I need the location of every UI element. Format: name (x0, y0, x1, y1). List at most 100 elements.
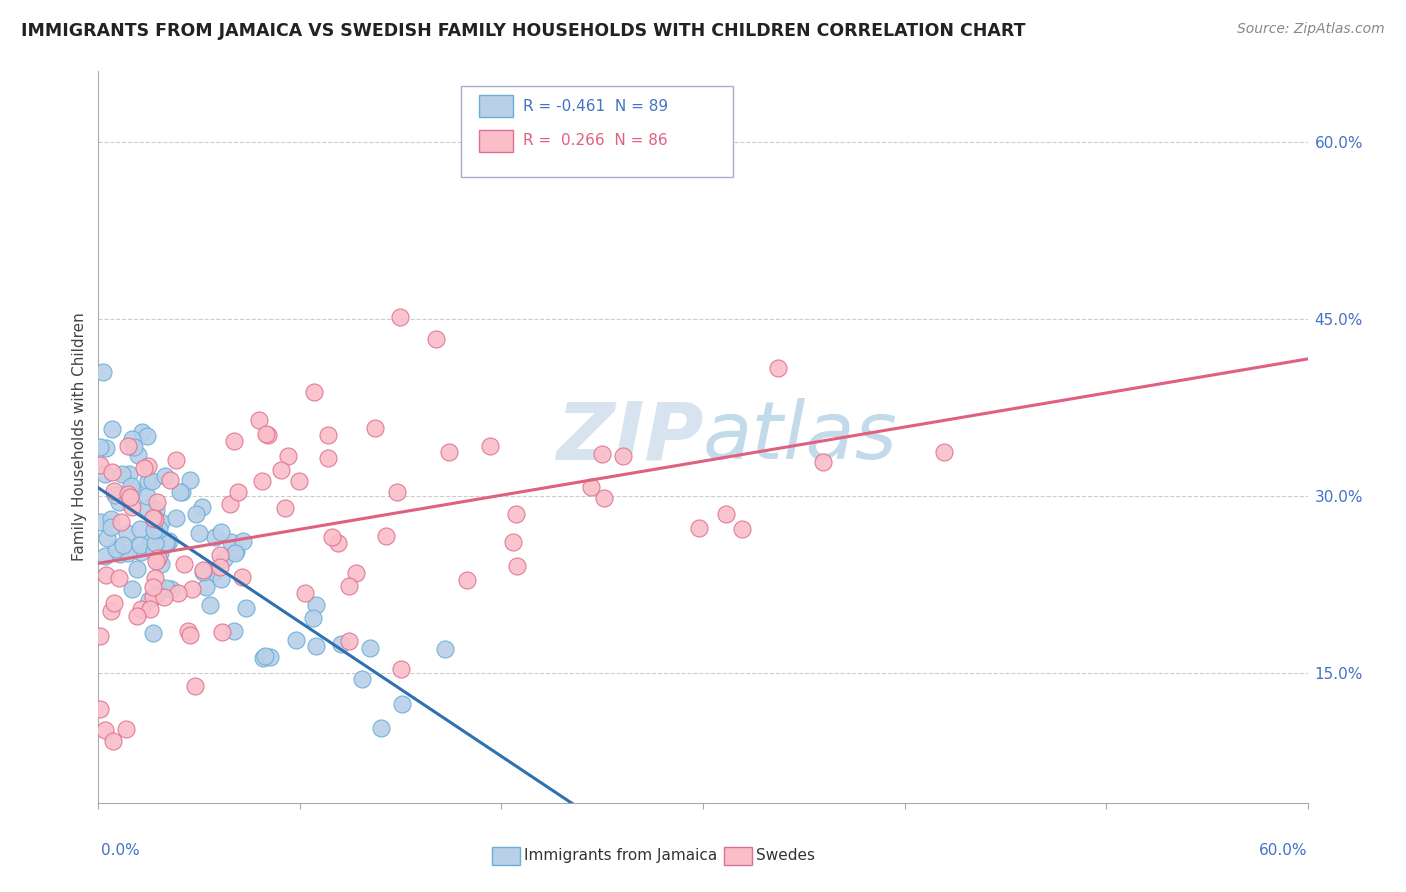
Point (391, 662, 413, 676)
Point (143, 536, 166, 550)
Point (254, 648, 277, 663)
Point (143, 544, 166, 558)
Text: 60.0%: 60.0% (1260, 843, 1308, 858)
Point (101, 465, 124, 479)
Point (191, 565, 214, 579)
Point (316, 451, 339, 466)
Point (115, 722, 138, 736)
Text: Swedes: Swedes (756, 848, 815, 863)
Point (139, 601, 162, 615)
Point (191, 564, 214, 578)
Point (364, 421, 387, 435)
Point (129, 545, 152, 559)
Text: R = -0.461  N = 89: R = -0.461 N = 89 (523, 99, 668, 114)
Point (155, 535, 177, 549)
Point (138, 593, 160, 607)
Point (110, 516, 132, 530)
Point (165, 452, 187, 467)
Point (132, 461, 155, 475)
Point (142, 625, 165, 640)
Point (209, 572, 232, 586)
Point (159, 473, 181, 487)
Point (219, 497, 242, 511)
Point (143, 524, 166, 538)
Point (117, 546, 139, 560)
Point (93, 549, 115, 564)
Point (127, 609, 149, 624)
Point (149, 546, 172, 560)
Point (103, 596, 125, 610)
Point (129, 601, 152, 615)
Point (159, 582, 181, 597)
Point (190, 500, 212, 514)
Point (136, 489, 159, 503)
Point (104, 488, 127, 502)
Point (302, 384, 325, 399)
Point (437, 445, 460, 459)
Point (117, 486, 139, 500)
Point (111, 538, 134, 552)
Point (932, 445, 955, 459)
Point (155, 537, 177, 551)
Point (183, 679, 205, 693)
Point (385, 484, 408, 499)
Point (89, 702, 111, 716)
Point (117, 439, 139, 453)
Point (89, 629, 111, 643)
Point (232, 533, 254, 548)
Point (209, 560, 232, 574)
Point (219, 534, 242, 549)
Point (222, 624, 245, 639)
Point (252, 650, 274, 665)
Point (125, 562, 148, 576)
Point (612, 449, 634, 463)
Point (122, 440, 145, 454)
Point (505, 507, 527, 521)
Point (187, 526, 209, 541)
Text: Source: ZipAtlas.com: Source: ZipAtlas.com (1237, 22, 1385, 37)
Point (305, 598, 328, 612)
Point (425, 332, 447, 346)
Point (169, 484, 191, 499)
Point (142, 591, 165, 605)
Point (181, 582, 204, 596)
Point (224, 434, 246, 448)
Point (118, 490, 141, 504)
Point (714, 507, 737, 521)
Point (339, 579, 361, 593)
Point (502, 535, 524, 549)
Point (121, 500, 143, 515)
Point (326, 536, 349, 550)
FancyBboxPatch shape (479, 130, 513, 152)
Point (294, 586, 316, 600)
Point (145, 554, 167, 568)
Point (142, 508, 165, 523)
Point (195, 580, 218, 594)
Point (142, 580, 165, 594)
Point (146, 550, 169, 565)
Point (370, 721, 392, 735)
Point (479, 439, 502, 453)
Point (94, 441, 117, 455)
Point (252, 474, 274, 488)
Point (90, 515, 112, 529)
Point (143, 512, 166, 526)
Point (150, 557, 173, 571)
Text: R =  0.266  N = 86: R = 0.266 N = 86 (523, 133, 668, 148)
FancyBboxPatch shape (461, 86, 734, 178)
Point (285, 632, 308, 647)
Point (456, 573, 478, 587)
Point (209, 525, 232, 540)
Point (231, 570, 253, 584)
Point (165, 511, 187, 525)
Point (93, 365, 115, 379)
Text: ZIP: ZIP (555, 398, 703, 476)
Point (226, 484, 249, 499)
Point (115, 526, 138, 541)
Point (145, 503, 167, 517)
Point (105, 542, 128, 557)
Point (127, 448, 149, 462)
Point (157, 533, 180, 548)
Point (209, 548, 232, 562)
Point (136, 459, 159, 474)
